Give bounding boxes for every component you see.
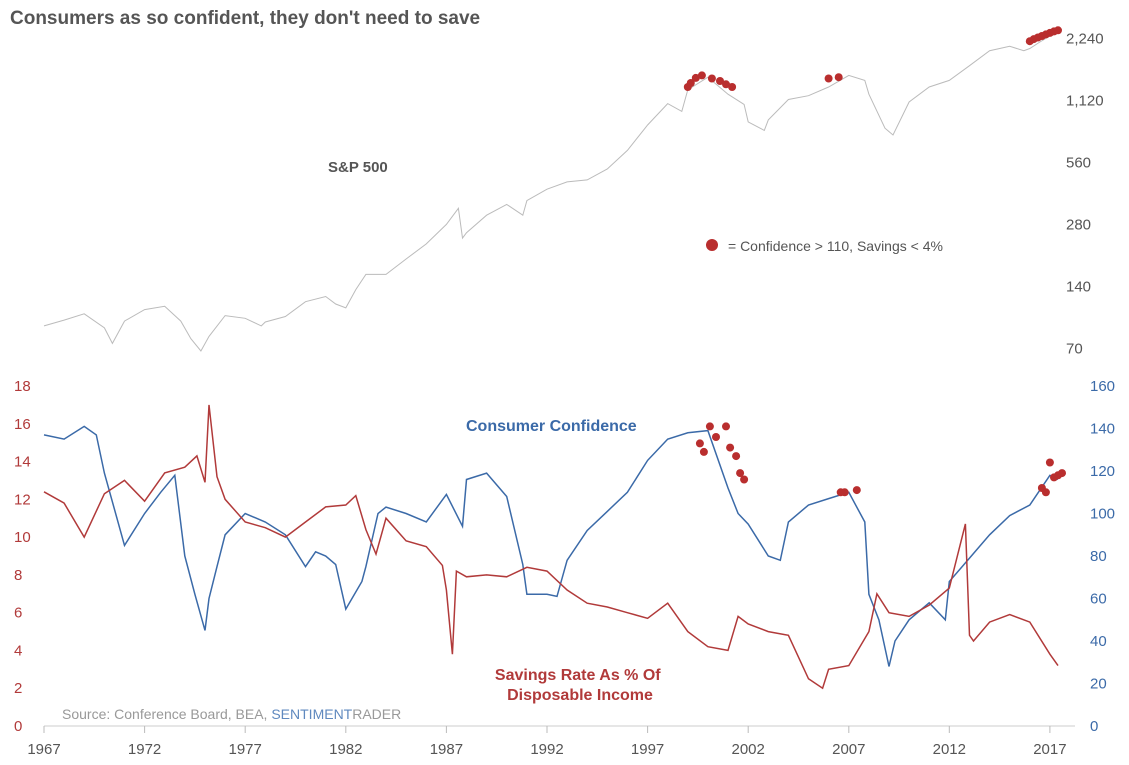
savings-line (43, 404, 1059, 690)
source-suffix: RADER (352, 706, 401, 722)
sp500-tick-label: 280 (1066, 216, 1091, 233)
econ-marker (699, 447, 708, 456)
econ-marker (726, 443, 735, 452)
savings-tick-label: 8 (14, 567, 22, 584)
confidence-tick-label: 120 (1090, 463, 1115, 480)
x-tick-label: 1982 (329, 741, 362, 758)
econ-marker (740, 475, 749, 484)
econ-markers (695, 422, 1066, 497)
econ-marker (736, 469, 745, 478)
x-tick-label: 1997 (631, 741, 664, 758)
sp500-tick-label: 560 (1066, 154, 1091, 171)
source-prefix: Source: Conference Board, BEA, (62, 706, 271, 722)
savings-tick-label: 12 (14, 491, 31, 508)
savings-tick-label: 4 (14, 642, 22, 659)
sp500-label: S&P 500 (328, 159, 388, 176)
x-tick-label: 2002 (732, 741, 765, 758)
savings-label-line-1: Savings Rate As % Of (495, 667, 661, 684)
savings-tick-label: 2 (14, 680, 22, 697)
confidence-tick-label: 160 (1090, 378, 1115, 395)
econ-marker (695, 439, 704, 448)
sp500-marker (691, 73, 700, 82)
econ-marker (712, 433, 720, 441)
x-axis-ticks: 1967 1972 1977 1982 1987 1992 1997 2002 2007 2012… (27, 726, 1067, 758)
savings-tick-label: 6 (14, 605, 22, 622)
confidence-tick-label: 60 (1090, 591, 1107, 608)
x-tick-label: 2017 (1033, 741, 1066, 758)
chart-title: Consumers as so confident, they don't ne… (10, 8, 480, 29)
sp500-marker (834, 73, 843, 82)
econ-marker (1041, 488, 1050, 497)
sp500-y-axis: 70 140 280 560 1,120 2,240 (1066, 30, 1104, 357)
econ-marker (1045, 458, 1054, 467)
sp500-marker (716, 77, 724, 85)
econ-panel: 0 2 4 6 8 10 12 14 16 18 0 20 40 60 80 100 120 140 160 19… (14, 378, 1115, 758)
savings-tick-label: 14 (14, 454, 31, 471)
confidence-tick-label: 20 (1090, 676, 1107, 693)
x-tick-label: 1977 (229, 741, 262, 758)
confidence-tick-label: 40 (1090, 633, 1107, 650)
savings-tick-label: 0 (14, 718, 22, 735)
x-tick-label: 1992 (530, 741, 563, 758)
sp500-marker (824, 74, 833, 83)
econ-marker (840, 488, 849, 497)
legend-marker (706, 239, 718, 251)
x-tick-label: 1972 (128, 741, 161, 758)
savings-label: Savings Rate As % Of Disposable Income (495, 667, 665, 704)
sp500-marker (686, 79, 695, 87)
savings-label-line-2: Disposable Income (507, 687, 653, 704)
econ-marker (1058, 469, 1066, 478)
sp500-tick-label: 2,240 (1066, 30, 1104, 47)
econ-marker (732, 452, 741, 461)
confidence-tick-label: 100 (1090, 506, 1115, 523)
sp500-marker (722, 80, 730, 89)
sp500-line (43, 32, 1059, 352)
confidence-label: Consumer Confidence (466, 418, 637, 435)
sp500-tick-label: 70 (1066, 340, 1083, 357)
source-note: Source: Conference Board, BEA, SENTIMENT… (62, 706, 401, 722)
savings-y-axis: 0 2 4 6 8 10 12 14 16 18 (14, 378, 31, 735)
confidence-tick-label: 80 (1090, 548, 1107, 565)
savings-tick-label: 16 (14, 416, 31, 433)
sp500-marker (697, 71, 706, 80)
sp500-tick-label: 140 (1066, 278, 1091, 295)
x-tick-label: 2007 (832, 741, 865, 758)
source-brand: SENTIMENT (271, 706, 352, 722)
x-tick-label: 1987 (430, 741, 463, 758)
sp500-panel: 70 140 280 560 1,120 2,240 S&P 500 = Confiden… (43, 26, 1104, 357)
confidence-line (43, 425, 1059, 667)
savings-tick-label: 18 (14, 378, 31, 395)
econ-marker (852, 486, 861, 495)
confidence-tick-label: 140 (1090, 421, 1115, 438)
x-tick-label: 1967 (27, 741, 60, 758)
savings-tick-label: 10 (14, 529, 31, 546)
econ-marker (705, 422, 714, 431)
confidence-y-axis: 0 20 40 60 80 100 120 140 160 (1090, 378, 1115, 735)
sp500-marker (728, 83, 737, 91)
sp500-tick-label: 1,120 (1066, 92, 1104, 109)
sp500-marker (707, 74, 716, 83)
legend-label: = Confidence > 110, Savings < 4% (728, 238, 943, 254)
sp500-marker (1054, 26, 1062, 35)
confidence-tick-label: 0 (1090, 718, 1098, 735)
x-tick-label: 2012 (933, 741, 966, 758)
sp500-markers (683, 26, 1062, 91)
econ-marker (722, 422, 730, 431)
